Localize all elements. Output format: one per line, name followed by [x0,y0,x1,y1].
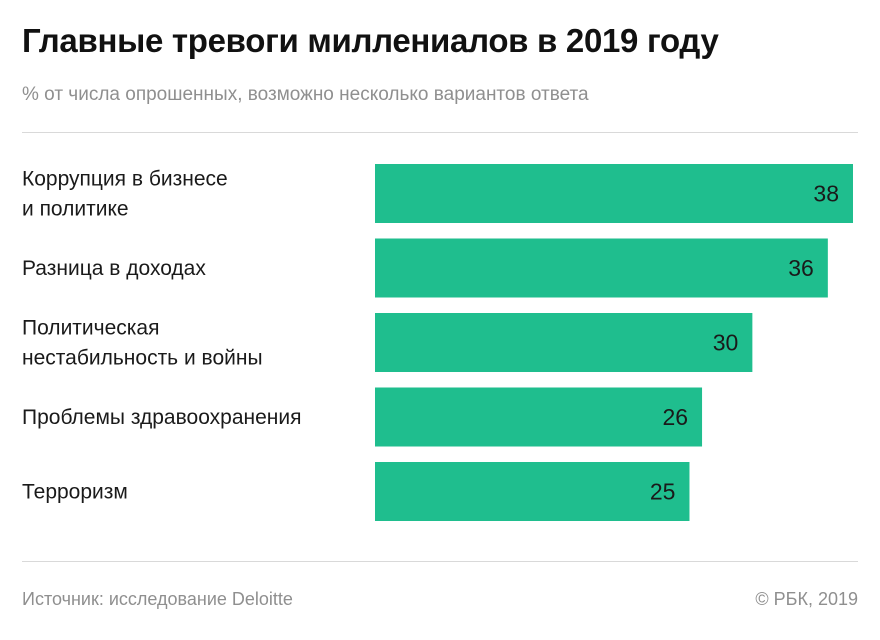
chart-subtitle: % от числа опрошенных, возможно нескольк… [22,84,589,105]
copyright-note: © РБК, 2019 [755,589,858,609]
category-label: Политическая нестабильность и войны [22,317,263,370]
bottom-divider [22,561,858,562]
bar-value-label: 26 [662,404,688,430]
category-label: Проблемы здравоохранения [22,406,302,429]
source-note: Источник: исследование Deloitte [22,589,293,609]
bar-value-label: 38 [813,181,839,207]
bar-row: Проблемы здравоохранения 26 [22,387,703,447]
bar-value-label: 36 [788,255,814,281]
top-divider [22,132,858,133]
bar-value-label: 25 [650,479,676,505]
bar-row: Терроризм 25 [22,462,690,521]
bar [375,238,828,298]
bar-chart: Коррупция в бизнесе и политике 38 Разница в… [22,164,853,521]
bar-value-label: 30 [713,330,739,356]
bar [375,387,703,447]
bar [375,462,690,521]
category-label: Разница в доходах [22,257,206,280]
bar [375,164,853,223]
bar [375,313,753,372]
bar-row: Коррупция в бизнесе и политике 38 [22,164,853,223]
chart-title: Главные тревоги миллениалов в 2019 году [22,22,719,59]
bar-row: Разница в доходах 36 [22,238,828,298]
category-label: Терроризм [22,481,128,504]
bar-row: Политическая нестабильность и войны 30 [22,313,753,372]
category-label: Коррупция в бизнесе и политике [22,168,228,221]
